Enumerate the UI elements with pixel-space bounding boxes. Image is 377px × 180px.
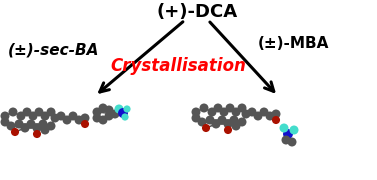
Circle shape (98, 116, 107, 125)
Circle shape (51, 114, 60, 123)
Circle shape (14, 120, 23, 129)
Circle shape (118, 108, 128, 118)
Circle shape (63, 116, 72, 125)
Circle shape (35, 107, 43, 116)
Circle shape (26, 120, 35, 129)
Circle shape (0, 111, 9, 120)
Circle shape (224, 126, 232, 134)
Circle shape (283, 129, 293, 139)
Circle shape (207, 107, 216, 116)
Circle shape (0, 118, 9, 127)
Circle shape (224, 120, 233, 129)
Circle shape (20, 123, 29, 132)
Circle shape (272, 116, 280, 124)
Circle shape (110, 109, 120, 118)
Circle shape (253, 111, 262, 120)
Circle shape (205, 116, 215, 125)
Circle shape (238, 118, 247, 127)
Circle shape (92, 114, 101, 123)
Circle shape (213, 103, 222, 112)
Circle shape (231, 107, 241, 116)
Text: (±)-sec-BA: (±)-sec-BA (8, 42, 100, 57)
Circle shape (92, 107, 101, 116)
Circle shape (290, 125, 299, 134)
Circle shape (57, 111, 66, 120)
Circle shape (11, 128, 19, 136)
Circle shape (288, 138, 296, 147)
Circle shape (69, 111, 78, 120)
Text: (±)-MBA: (±)-MBA (258, 37, 329, 51)
Circle shape (115, 105, 124, 114)
Circle shape (98, 103, 107, 112)
Circle shape (247, 107, 256, 116)
Circle shape (81, 120, 89, 128)
Circle shape (40, 125, 49, 134)
Circle shape (32, 123, 41, 132)
Circle shape (230, 116, 239, 125)
Circle shape (9, 107, 17, 116)
Circle shape (38, 120, 48, 129)
Circle shape (75, 116, 83, 125)
Circle shape (121, 113, 129, 121)
Text: (+)-DCA: (+)-DCA (156, 3, 238, 21)
Circle shape (104, 105, 113, 114)
Circle shape (29, 111, 37, 120)
Circle shape (238, 103, 247, 112)
Circle shape (40, 111, 49, 120)
Circle shape (104, 111, 113, 120)
Circle shape (225, 103, 234, 112)
Circle shape (218, 116, 227, 125)
Circle shape (199, 103, 208, 112)
Circle shape (23, 107, 32, 116)
Circle shape (282, 136, 291, 145)
Circle shape (198, 118, 207, 127)
Circle shape (242, 109, 250, 118)
Circle shape (265, 111, 274, 120)
Circle shape (279, 123, 288, 132)
Circle shape (33, 130, 41, 138)
Circle shape (192, 107, 201, 116)
Circle shape (81, 114, 89, 123)
Circle shape (123, 105, 130, 113)
Circle shape (231, 122, 241, 130)
Circle shape (17, 111, 26, 120)
Circle shape (211, 120, 221, 129)
Circle shape (6, 122, 15, 130)
Circle shape (192, 114, 201, 123)
Circle shape (46, 107, 55, 116)
Circle shape (219, 107, 228, 116)
Text: Crystallisation: Crystallisation (110, 57, 246, 75)
Circle shape (271, 109, 280, 118)
Circle shape (46, 122, 55, 130)
Circle shape (202, 124, 210, 132)
Circle shape (259, 107, 268, 116)
